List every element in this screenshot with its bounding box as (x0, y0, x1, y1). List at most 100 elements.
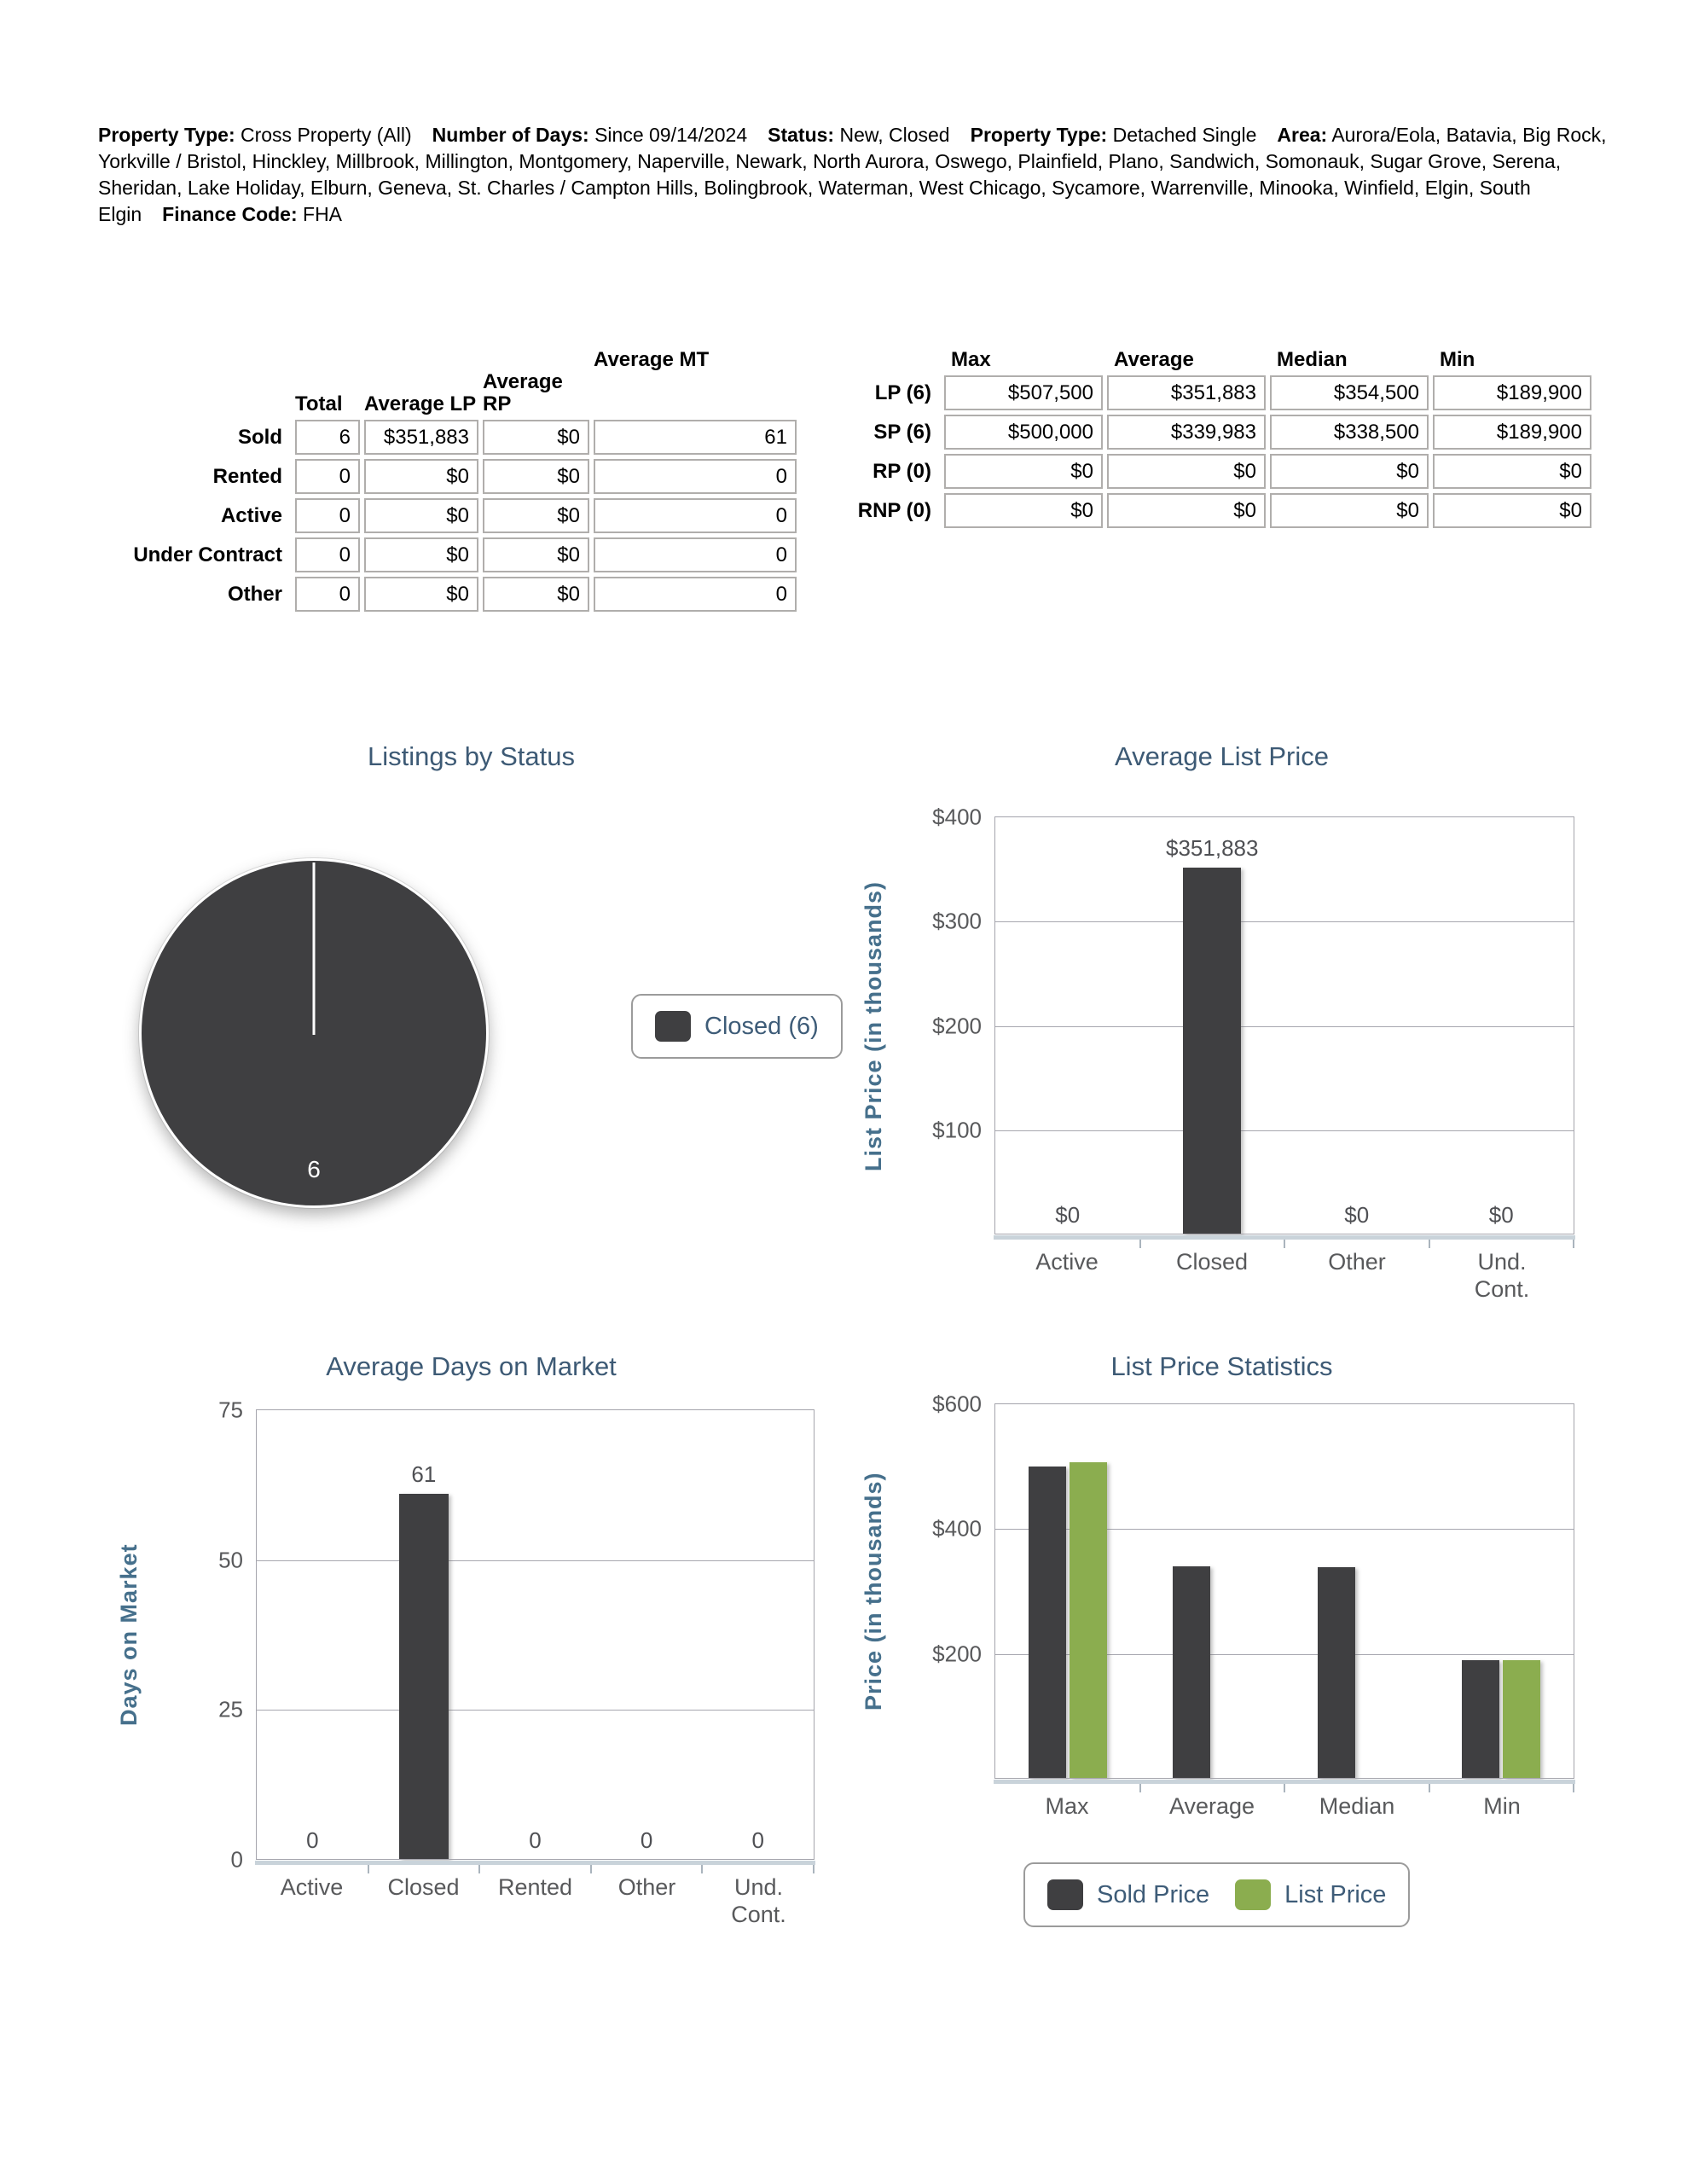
cell-lp-max: $507,500 (944, 375, 1103, 410)
cell-active-avg-mt: 0 (594, 498, 797, 533)
bar-sold-median (1317, 1567, 1355, 1779)
report-criteria: Property Type: Cross Property (All) Numbe… (98, 122, 1625, 228)
gridline (995, 1130, 1574, 1131)
criteria-label-finance-code: Finance Code: (162, 203, 298, 225)
cell-rnp-median: $0 (1270, 493, 1429, 528)
cell-rented-avg-rp: $0 (483, 459, 589, 494)
bar-group-median (1284, 1404, 1429, 1792)
legend-label-list-price: List Price (1284, 1880, 1387, 1908)
criteria-value-property-type: Cross Property (All) (241, 124, 412, 146)
x-axis-labels: Active Closed Other Und. Cont. (994, 1248, 1574, 1303)
cell-uc-avg-mt: 0 (594, 537, 797, 572)
x-label-median: Median (1319, 1793, 1395, 1819)
column-header-total: Total (295, 392, 343, 415)
bar-value-label: 0 (306, 1827, 319, 1853)
row-label-sp: SP (6) (873, 420, 931, 444)
bar-value-label: $0 (1344, 1202, 1370, 1228)
cell-sold-avg-rp: $0 (483, 420, 589, 455)
criteria-label-property-type-2: Property Type: (970, 124, 1108, 146)
criteria-label-area: Area: (1277, 124, 1328, 146)
bar-value-label: $0 (1055, 1202, 1081, 1228)
legend-label-closed: Closed (6) (704, 1012, 819, 1040)
price-statistics-table: Max Average Median Min LP (6) $507,500 $… (849, 349, 1591, 528)
y-tick: 50 (218, 1547, 243, 1573)
pie-legend: Closed (6) (631, 994, 843, 1059)
gridline (995, 1025, 1574, 1027)
column-header-average-lp: Average LP (364, 392, 477, 415)
chart-legend-row: Sold Price List Price (1023, 1862, 1599, 1927)
status-summary-table: Total Average LP Average RP Average MT S… (98, 349, 797, 612)
x-label-closed: Closed (1175, 1249, 1249, 1275)
charts-grid: Listings by Status 6 Closed (6) Average … (98, 741, 1610, 1928)
x-axis-labels: Max Average Median Min (994, 1792, 1574, 1820)
bar-value-label: 61 (411, 1461, 437, 1488)
x-axis-labels: Active Closed Rented Other Und. Cont. (256, 1873, 815, 1928)
bar-slot-und-cont: 0 (702, 1410, 815, 1873)
bar-slot-und-cont: $0 (1429, 817, 1574, 1248)
row-label-rp: RP (0) (872, 459, 931, 483)
legend-swatch-list-price (1235, 1879, 1272, 1910)
cell-uc-total: 0 (295, 537, 360, 572)
gridline (257, 1560, 814, 1561)
cell-active-avg-lp: $0 (364, 498, 478, 533)
y-axis-title: Price (in thousands) (861, 1472, 886, 1711)
column-header-min: Min (1440, 348, 1475, 371)
gridline (995, 1529, 1574, 1531)
column-header-average: Average (1114, 348, 1194, 371)
gridline (995, 1653, 1574, 1655)
y-tick: 75 (218, 1397, 243, 1423)
cell-sp-min: $189,900 (1433, 415, 1591, 450)
cell-rp-average: $0 (1107, 454, 1266, 489)
y-tick: $400 (932, 1515, 982, 1542)
y-tick: $300 (932, 908, 982, 934)
cell-sold-avg-lp: $351,883 (364, 420, 478, 455)
y-tick: 0 (230, 1846, 243, 1873)
row-label-lp: LP (6) (874, 380, 931, 404)
column-header-average-rp: Average RP (483, 370, 563, 415)
y-tick: $600 (932, 1391, 982, 1417)
cell-rnp-average: $0 (1107, 493, 1266, 528)
column-header-average-mt: Average MT (594, 348, 710, 371)
bar-sold-min (1462, 1660, 1500, 1779)
x-label-und-cont: Und. Cont. (731, 1874, 786, 1927)
pie-slice-divider (312, 863, 316, 1035)
bar-slot-closed: $351,883 (1140, 817, 1285, 1248)
plot-area: List Price (in thousands) $400 $300 $200… (861, 804, 1575, 1248)
column-header-max: Max (951, 348, 991, 371)
cell-lp-median: $354,500 (1270, 375, 1429, 410)
x-axis-line (995, 1778, 1574, 1779)
x-label-active: Active (1035, 1249, 1099, 1275)
legend-label-sold-price: Sold Price (1097, 1880, 1210, 1908)
cell-sp-median: $338,500 (1270, 415, 1429, 450)
list-price-statistics-chart: List Price Statistics Price (in thousand… (844, 1351, 1599, 1928)
y-axis-title: List Price (in thousands) (861, 880, 886, 1171)
bar-group-average (1140, 1404, 1285, 1792)
criteria-value-property-type-2: Detached Single (1112, 124, 1257, 146)
legend-swatch-sold-price (1047, 1879, 1083, 1910)
chart-title: Average Days on Market (326, 1351, 617, 1381)
cell-other-avg-mt: 0 (594, 577, 797, 612)
row-label-active: Active (220, 503, 282, 527)
x-label-max: Max (1045, 1793, 1089, 1819)
plot-area: Price (in thousands) $600 $400 $200 (861, 1391, 1575, 1792)
cell-uc-avg-lp: $0 (364, 537, 478, 572)
bar-closed (398, 1494, 449, 1860)
cell-rnp-min: $0 (1433, 493, 1591, 528)
table-corner (849, 349, 940, 371)
cell-rented-avg-lp: $0 (364, 459, 478, 494)
x-label-average: Average (1168, 1793, 1255, 1819)
legend-swatch-closed (655, 1011, 691, 1042)
x-label-other: Other (617, 1874, 676, 1900)
pie: 6 (139, 858, 489, 1208)
bar-slot-rented: 0 (479, 1410, 592, 1873)
row-label-rnp: RNP (0) (857, 498, 931, 522)
bar-group-min (1429, 1404, 1574, 1792)
x-label-min: Min (1483, 1793, 1521, 1819)
bar-slot-closed: 61 (368, 1410, 480, 1873)
criteria-label-property-type: Property Type: (98, 124, 235, 146)
row-label-sold: Sold (238, 425, 282, 449)
bar-value-label: $351,883 (1166, 834, 1259, 861)
cell-sp-max: $500,000 (944, 415, 1103, 450)
x-label-other: Other (1328, 1249, 1386, 1275)
